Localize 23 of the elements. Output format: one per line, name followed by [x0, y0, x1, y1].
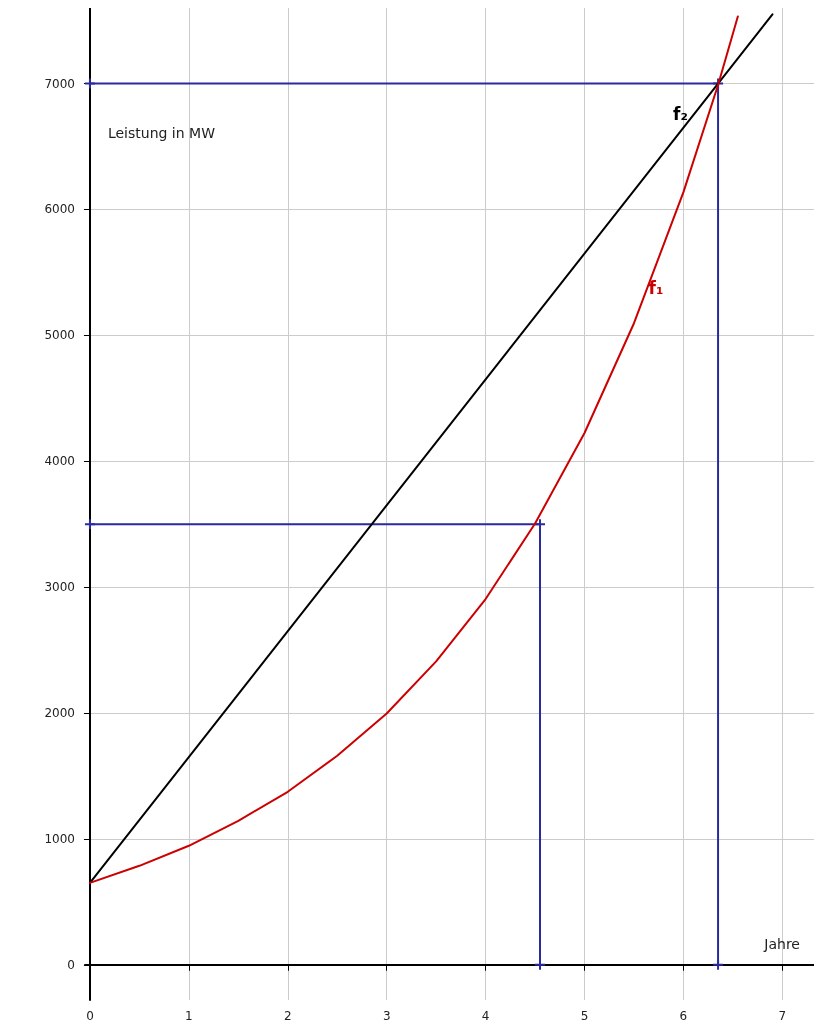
y-tick-label: 2000 [44, 705, 75, 720]
y-tick-label: 1000 [44, 831, 75, 846]
point [713, 959, 724, 970]
y-tick-label: 5000 [44, 328, 75, 343]
y-tick-label: 0 [67, 957, 75, 972]
x-tick-label: 6 [679, 1009, 688, 1023]
x-tick-label: 7 [778, 1009, 787, 1023]
x-tick-label: 0 [86, 1009, 94, 1023]
y-tick-label: 7000 [44, 76, 75, 91]
x-tick-label: 4 [481, 1009, 490, 1023]
x-tick-label: 3 [382, 1009, 391, 1023]
point [84, 78, 95, 89]
point [84, 519, 95, 530]
y-tick-label: 6000 [44, 202, 75, 217]
series-label: f₁ [648, 278, 664, 299]
x-tick-label: 1 [185, 1009, 193, 1023]
x-axis-title: Jahre [763, 935, 800, 952]
y-tick-label: 3000 [44, 580, 75, 595]
x-tick-label: 2 [283, 1009, 292, 1023]
y-axis-title: Leistung in MW [107, 125, 216, 141]
series-label: f₂ [673, 104, 688, 125]
y-tick-label: 4000 [44, 454, 75, 469]
x-tick-label: 5 [580, 1009, 589, 1023]
